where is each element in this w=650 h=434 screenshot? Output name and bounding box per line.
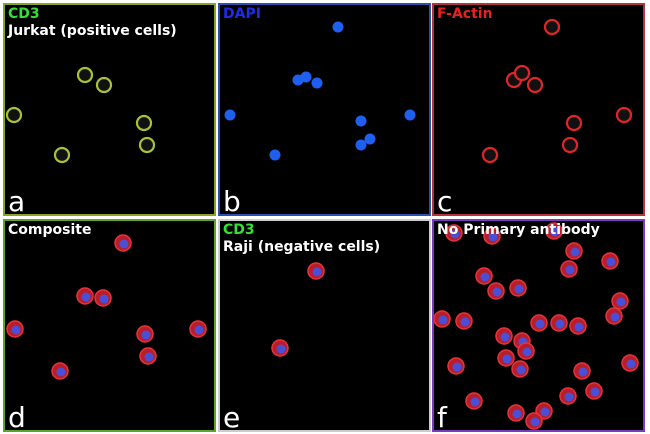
cell: [513, 64, 531, 82]
cell: [610, 312, 620, 322]
panel-letter: e: [223, 401, 241, 432]
micrograph: [5, 66, 156, 164]
cell: [500, 332, 510, 342]
cell: [269, 149, 281, 161]
cell: [615, 106, 633, 124]
cell: [606, 257, 616, 267]
cell: [502, 354, 512, 364]
micrograph: [271, 262, 325, 357]
panel-letter: d: [8, 401, 26, 432]
cell: [570, 247, 580, 257]
channel-label: F-Actin: [437, 6, 493, 22]
cell: [141, 330, 151, 340]
panel-letter: a: [8, 185, 26, 216]
cell: [492, 287, 502, 297]
micrograph: [6, 234, 207, 380]
cell: [194, 325, 204, 335]
cell: [11, 325, 21, 335]
image-panel: DAPI b: [218, 3, 431, 216]
cell: [76, 66, 94, 84]
channel-label: No Primary antibody: [437, 222, 600, 238]
cell: [480, 272, 490, 282]
cell: [561, 136, 579, 154]
cell: [135, 114, 153, 132]
panel-letter: b: [223, 185, 241, 216]
channel-label: CD3: [8, 6, 40, 22]
cell: [53, 146, 71, 164]
cell: [144, 352, 154, 362]
cell: [276, 344, 286, 354]
cell: [574, 322, 584, 332]
cell: [5, 106, 23, 124]
cell: [138, 136, 156, 154]
cell: [470, 397, 480, 407]
cell: [355, 115, 367, 127]
cell: [312, 267, 322, 277]
cell: [616, 297, 626, 307]
cell: [555, 319, 565, 329]
cell: [481, 146, 499, 164]
cell: [311, 77, 323, 89]
cell: [522, 347, 532, 357]
cell: [512, 409, 522, 419]
cell: [488, 232, 498, 242]
cell: [565, 265, 575, 275]
panel-letter: f: [437, 401, 447, 432]
cell: [526, 76, 544, 94]
cell-line-label: Jurkat (positive cells): [8, 23, 177, 39]
cell: [516, 365, 526, 375]
cell: [438, 315, 448, 325]
cell: [514, 284, 524, 294]
cell: [564, 392, 574, 402]
cell-line-label: Raji (negative cells): [223, 239, 381, 255]
cell: [404, 109, 416, 121]
cell: [550, 227, 560, 237]
panel-letter: c: [437, 185, 453, 216]
cell: [355, 139, 367, 151]
cell: [81, 292, 91, 302]
channel-label: CD3: [223, 222, 255, 238]
micrograph: [434, 222, 639, 430]
cell: [119, 239, 129, 249]
cell: [565, 114, 583, 132]
cell: [590, 387, 600, 397]
cell: [332, 21, 344, 33]
cell: [300, 71, 312, 83]
cell: [99, 294, 109, 304]
cell: [452, 362, 462, 372]
cell: [56, 367, 66, 377]
cell: [460, 317, 470, 327]
micrograph: [224, 21, 416, 161]
cell: [626, 359, 636, 369]
channel-label: DAPI: [223, 6, 261, 22]
cell: [95, 76, 113, 94]
micrograph: [481, 18, 633, 164]
cell: [578, 367, 588, 377]
image-panel: No Primary antibody f: [432, 219, 645, 432]
cell: [543, 18, 561, 36]
cell: [540, 407, 550, 417]
image-panel: CD3 Jurkat (positive cells) a: [3, 3, 216, 216]
image-panel: CD3 Raji (negative cells) e: [218, 219, 431, 432]
image-panel: F-Actin c: [432, 3, 645, 216]
cell: [224, 109, 236, 121]
cell: [450, 229, 460, 239]
image-panel: Composite d: [3, 219, 216, 432]
cell: [535, 319, 545, 329]
channel-label: Composite: [8, 222, 92, 238]
cell: [530, 417, 540, 427]
cell: [364, 133, 376, 145]
